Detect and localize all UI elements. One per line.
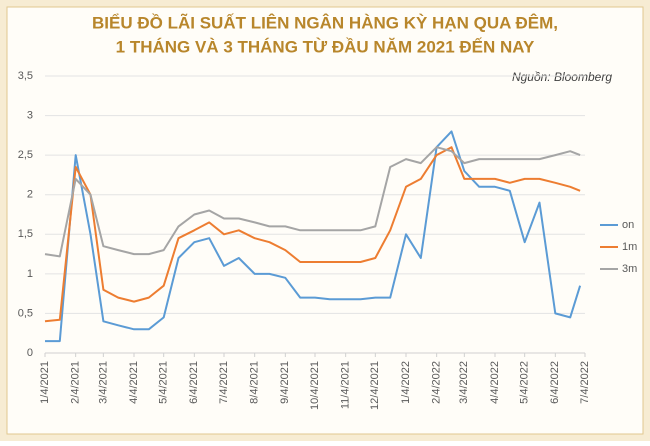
series-line [44,146,581,258]
x-tick-label: 9/4/2021 [279,361,291,404]
x-tick-label: 7/4/2022 [579,361,591,404]
legend-label: 3m [622,263,637,275]
x-tick-label: 12/4/2021 [369,361,381,410]
legend-label: on [622,219,634,231]
x-tick-label: 6/4/2022 [549,361,561,404]
y-tick-label: 0 [27,347,33,359]
chart-subtitle: 1 THÁNG VÀ 3 THÁNG TỪ ĐẦU NĂM 2021 ĐẾN N… [116,37,535,56]
x-tick-label: 5/4/2022 [519,361,531,404]
x-tick-label: 4/4/2022 [489,361,501,404]
x-tick-label: 2/4/2022 [431,361,443,404]
y-tick-label: 0,5 [18,307,33,319]
x-tick-label: 3/4/2022 [458,361,470,404]
y-tick-label: 1,5 [18,228,33,240]
x-tick-label: 4/4/2021 [128,361,140,404]
chart-title: BIỂU ĐỒ LÃI SUẤT LIÊN NGÂN HÀNG KỲ HẠN Q… [92,12,558,32]
x-tick-label: 1/4/2022 [400,361,412,404]
x-tick-label: 2/4/2021 [70,361,82,404]
source: Nguồn: Bloomberg [512,70,612,84]
x-tick-label: 7/4/2021 [218,361,230,404]
x-tick-label: 5/4/2021 [158,361,170,404]
y-tick-label: 2,5 [18,149,33,161]
x-tick-label: 6/4/2021 [188,361,200,404]
x-tick-label: 8/4/2021 [249,361,261,404]
x-tick-label: 1/4/2021 [39,361,51,404]
x-tick-label: 3/4/2021 [97,361,109,404]
legend-label: 1m [622,241,637,253]
y-tick-label: 3 [27,109,33,121]
series-line [45,130,582,343]
x-tick-label: 10/4/2021 [309,361,321,410]
series-line [44,146,581,323]
panel [6,6,644,435]
y-tick-label: 3,5 [18,70,33,82]
y-tick-label: 1 [27,268,33,280]
x-tick-label: 11/4/2021 [340,361,352,409]
y-tick-label: 2 [27,189,33,201]
